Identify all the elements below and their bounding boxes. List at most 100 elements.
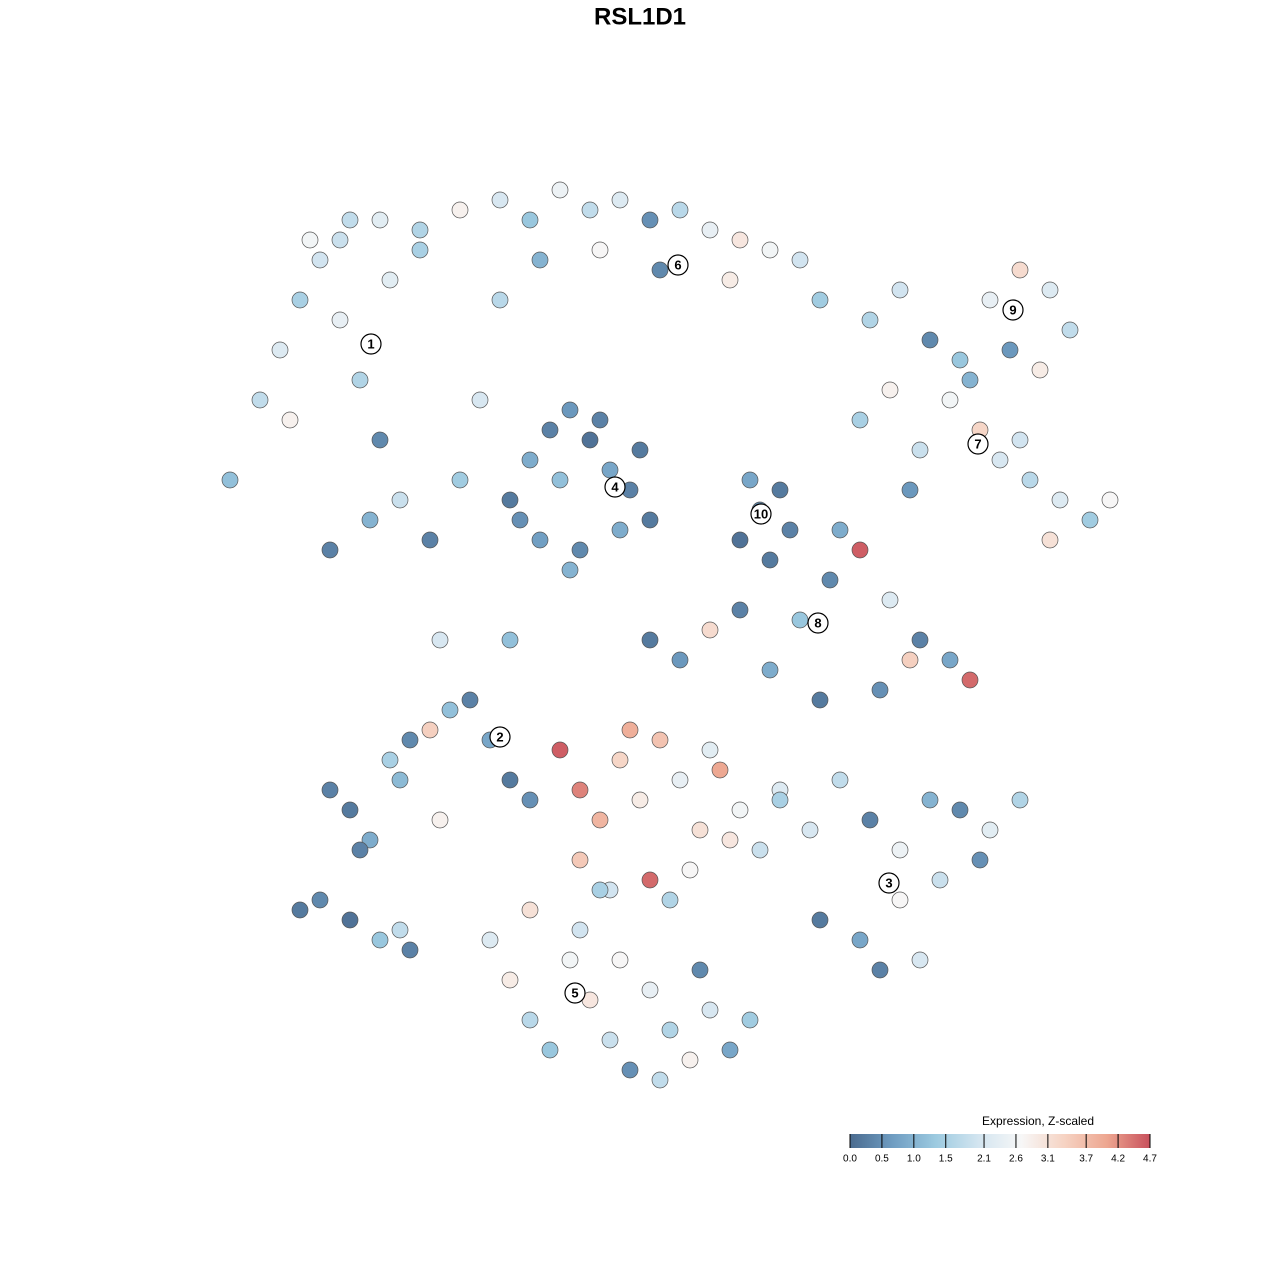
point bbox=[881, 381, 899, 399]
point bbox=[721, 1041, 739, 1059]
colorbar-tick-label: 3.7 bbox=[1079, 1154, 1093, 1165]
point bbox=[1051, 491, 1069, 509]
point bbox=[781, 521, 799, 539]
point bbox=[591, 881, 609, 899]
point bbox=[251, 391, 269, 409]
point bbox=[571, 781, 589, 799]
point bbox=[1011, 431, 1029, 449]
point bbox=[551, 741, 569, 759]
point bbox=[401, 731, 419, 749]
point bbox=[791, 611, 809, 629]
point bbox=[911, 951, 929, 969]
point bbox=[721, 831, 739, 849]
point bbox=[221, 471, 239, 489]
point bbox=[361, 831, 379, 849]
point bbox=[981, 291, 999, 309]
cluster-label: 6 bbox=[674, 257, 681, 272]
point bbox=[411, 221, 429, 239]
point bbox=[831, 521, 849, 539]
point bbox=[371, 211, 389, 229]
point bbox=[391, 491, 409, 509]
colorbar-tick-label: 2.1 bbox=[977, 1154, 991, 1165]
cluster-label: 9 bbox=[1009, 302, 1016, 317]
point bbox=[911, 631, 929, 649]
point bbox=[891, 281, 909, 299]
point bbox=[331, 231, 349, 249]
point bbox=[901, 651, 919, 669]
colorbar-tick-label: 4.7 bbox=[1143, 1154, 1157, 1165]
point bbox=[631, 791, 649, 809]
point bbox=[1101, 491, 1119, 509]
point bbox=[731, 601, 749, 619]
colorbar-title: Expression, Z-scaled bbox=[982, 1114, 1094, 1128]
point bbox=[571, 541, 589, 559]
point bbox=[1061, 321, 1079, 339]
point bbox=[591, 411, 609, 429]
point bbox=[551, 181, 569, 199]
point bbox=[561, 401, 579, 419]
colorbar-tick-label: 2.6 bbox=[1009, 1154, 1023, 1165]
point bbox=[721, 271, 739, 289]
point bbox=[941, 391, 959, 409]
point bbox=[451, 471, 469, 489]
point bbox=[641, 211, 659, 229]
point bbox=[851, 931, 869, 949]
point bbox=[701, 1001, 719, 1019]
point bbox=[871, 961, 889, 979]
point bbox=[951, 801, 969, 819]
point bbox=[691, 821, 709, 839]
cluster-label: 2 bbox=[496, 729, 503, 744]
point bbox=[331, 311, 349, 329]
point bbox=[651, 261, 669, 279]
point bbox=[931, 871, 949, 889]
point bbox=[671, 651, 689, 669]
point bbox=[981, 821, 999, 839]
point bbox=[491, 191, 509, 209]
point bbox=[531, 531, 549, 549]
point bbox=[761, 661, 779, 679]
point bbox=[921, 331, 939, 349]
point bbox=[501, 631, 519, 649]
point bbox=[521, 1011, 539, 1029]
point bbox=[351, 371, 369, 389]
point bbox=[511, 511, 529, 529]
point bbox=[701, 741, 719, 759]
point bbox=[471, 391, 489, 409]
point bbox=[611, 521, 629, 539]
point bbox=[591, 241, 609, 259]
point bbox=[661, 891, 679, 909]
point bbox=[521, 791, 539, 809]
point bbox=[1041, 531, 1059, 549]
point bbox=[451, 201, 469, 219]
colorbar-tick-label: 4.2 bbox=[1111, 1154, 1125, 1165]
point bbox=[671, 771, 689, 789]
point bbox=[611, 751, 629, 769]
point bbox=[681, 861, 699, 879]
point bbox=[761, 241, 779, 259]
chart-title: RSL1D1 bbox=[594, 3, 686, 30]
point bbox=[281, 411, 299, 429]
point bbox=[641, 981, 659, 999]
point bbox=[1011, 261, 1029, 279]
cluster-label: 1 bbox=[367, 336, 374, 351]
cluster-marker bbox=[667, 254, 689, 276]
colorbar bbox=[850, 1134, 1150, 1148]
point bbox=[891, 891, 909, 909]
point bbox=[521, 901, 539, 919]
point bbox=[681, 1051, 699, 1069]
colorbar-tick-label: 1.0 bbox=[907, 1154, 921, 1165]
point bbox=[861, 311, 879, 329]
point bbox=[1081, 511, 1099, 529]
point bbox=[321, 781, 339, 799]
cluster-marker bbox=[360, 333, 382, 355]
point bbox=[731, 801, 749, 819]
point bbox=[571, 921, 589, 939]
cluster-label: 4 bbox=[611, 479, 619, 494]
cluster-marker bbox=[807, 612, 829, 634]
point bbox=[611, 191, 629, 209]
point bbox=[601, 1031, 619, 1049]
point bbox=[891, 841, 909, 859]
point bbox=[431, 631, 449, 649]
point bbox=[791, 251, 809, 269]
